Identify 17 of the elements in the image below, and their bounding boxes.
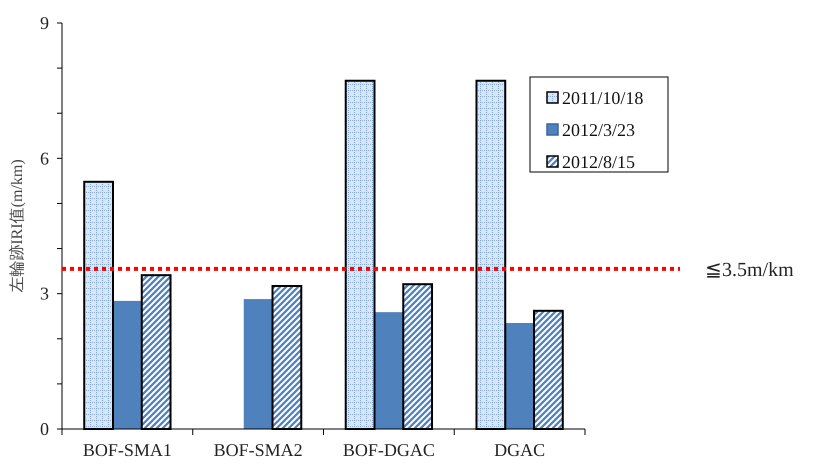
y-tick-label: 0	[40, 419, 49, 439]
legend-label: 2012/3/23	[562, 120, 636, 140]
y-tick-label: 6	[40, 148, 49, 168]
x-tick-label: DGAC	[494, 440, 546, 460]
y-tick-label: 9	[40, 13, 49, 33]
y-tick-label: 3	[40, 284, 49, 304]
bar	[374, 312, 404, 429]
x-tick-label: BOF-SMA2	[214, 440, 303, 460]
bar	[244, 299, 273, 429]
bar	[505, 322, 534, 429]
x-tick-label: BOF-SMA1	[82, 440, 172, 460]
x-tick-label: BOF-DGAC	[342, 440, 435, 460]
bar	[112, 300, 142, 429]
y-axis-title: 左輪跡IRI值(m/km)	[8, 159, 26, 293]
ref-line-label: ≦3.5m/km	[705, 258, 794, 281]
legend-label: 2011/10/18	[562, 88, 644, 108]
legend-label: 2012/8/15	[562, 152, 636, 172]
